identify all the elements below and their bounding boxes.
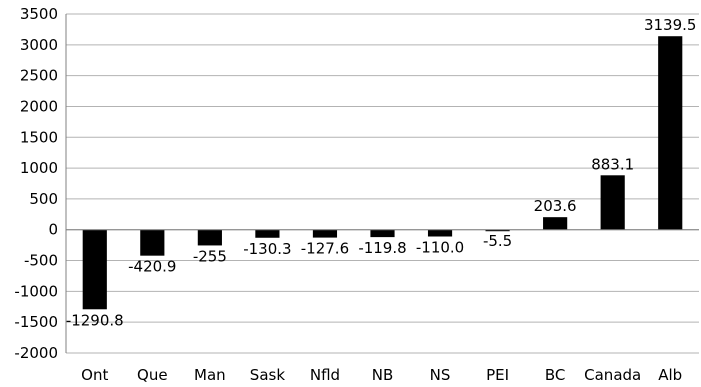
data-label-que: -420.9	[128, 258, 176, 276]
x-category-label: Nfld	[310, 366, 340, 384]
bar-man	[197, 229, 222, 246]
x-axis-category-labels: Ont Que Man Sask Nfld NB NS PEI BC Canada Alb	[81, 366, 682, 384]
x-category-label: Man	[194, 366, 226, 384]
x-category-label: Alb	[658, 366, 682, 384]
x-category-label: Que	[137, 366, 168, 384]
x-category-label: Canada	[584, 366, 641, 384]
y-tick-label: 3500	[20, 5, 58, 23]
data-label-canada: 883.1	[591, 155, 634, 173]
bar-sask	[255, 229, 280, 238]
bar-que	[140, 229, 165, 256]
bar-alb	[658, 36, 683, 230]
x-category-label: NB	[372, 366, 394, 384]
x-category-label: BC	[545, 366, 566, 384]
data-label-ns: -110.0	[416, 239, 464, 257]
y-tick-label: 500	[29, 190, 58, 208]
y-tick-label: -1500	[14, 313, 58, 331]
y-tick-label: 0	[48, 221, 58, 239]
data-label-bc: 203.6	[534, 197, 577, 215]
y-tick-label: 2500	[20, 67, 58, 85]
y-tick-label: 3000	[20, 36, 58, 54]
x-category-label: NS	[430, 366, 451, 384]
x-category-label: PEI	[486, 366, 509, 384]
bar-ns	[427, 229, 453, 237]
x-category-label: Sask	[250, 366, 286, 384]
bars	[82, 36, 683, 310]
data-label-pei: -5.5	[483, 232, 512, 250]
bar-canada	[600, 175, 625, 230]
bar-nb	[370, 229, 395, 238]
data-label-nb: -119.8	[358, 239, 406, 257]
y-tick-label: -1000	[14, 282, 58, 300]
data-label-alb: 3139.5	[644, 16, 697, 34]
data-label-man: -255	[193, 247, 227, 265]
data-label-ont: -1290.8	[66, 311, 124, 329]
y-tick-label: -2000	[14, 344, 58, 362]
x-category-label: Ont	[81, 366, 108, 384]
y-axis-tick-labels: -2000 -1500 -1000 -500 0 500 1000 1500 2000 2500 3…	[14, 5, 58, 362]
y-tick-label: 1500	[20, 128, 58, 146]
y-tick-label: -500	[24, 252, 58, 270]
y-tick-label: 2000	[20, 97, 58, 115]
data-label-nfld: -127.6	[301, 240, 349, 258]
y-tick-label: 1000	[20, 159, 58, 177]
bar-bc	[543, 217, 568, 230]
bar-nfld	[312, 229, 338, 238]
data-labels: -1290.8 -420.9 -255 -130.3 -127.6 -119.8 -110.…	[66, 16, 697, 329]
bar-ont	[82, 229, 107, 310]
bar-pei	[485, 229, 510, 232]
data-label-sask: -130.3	[243, 240, 291, 258]
